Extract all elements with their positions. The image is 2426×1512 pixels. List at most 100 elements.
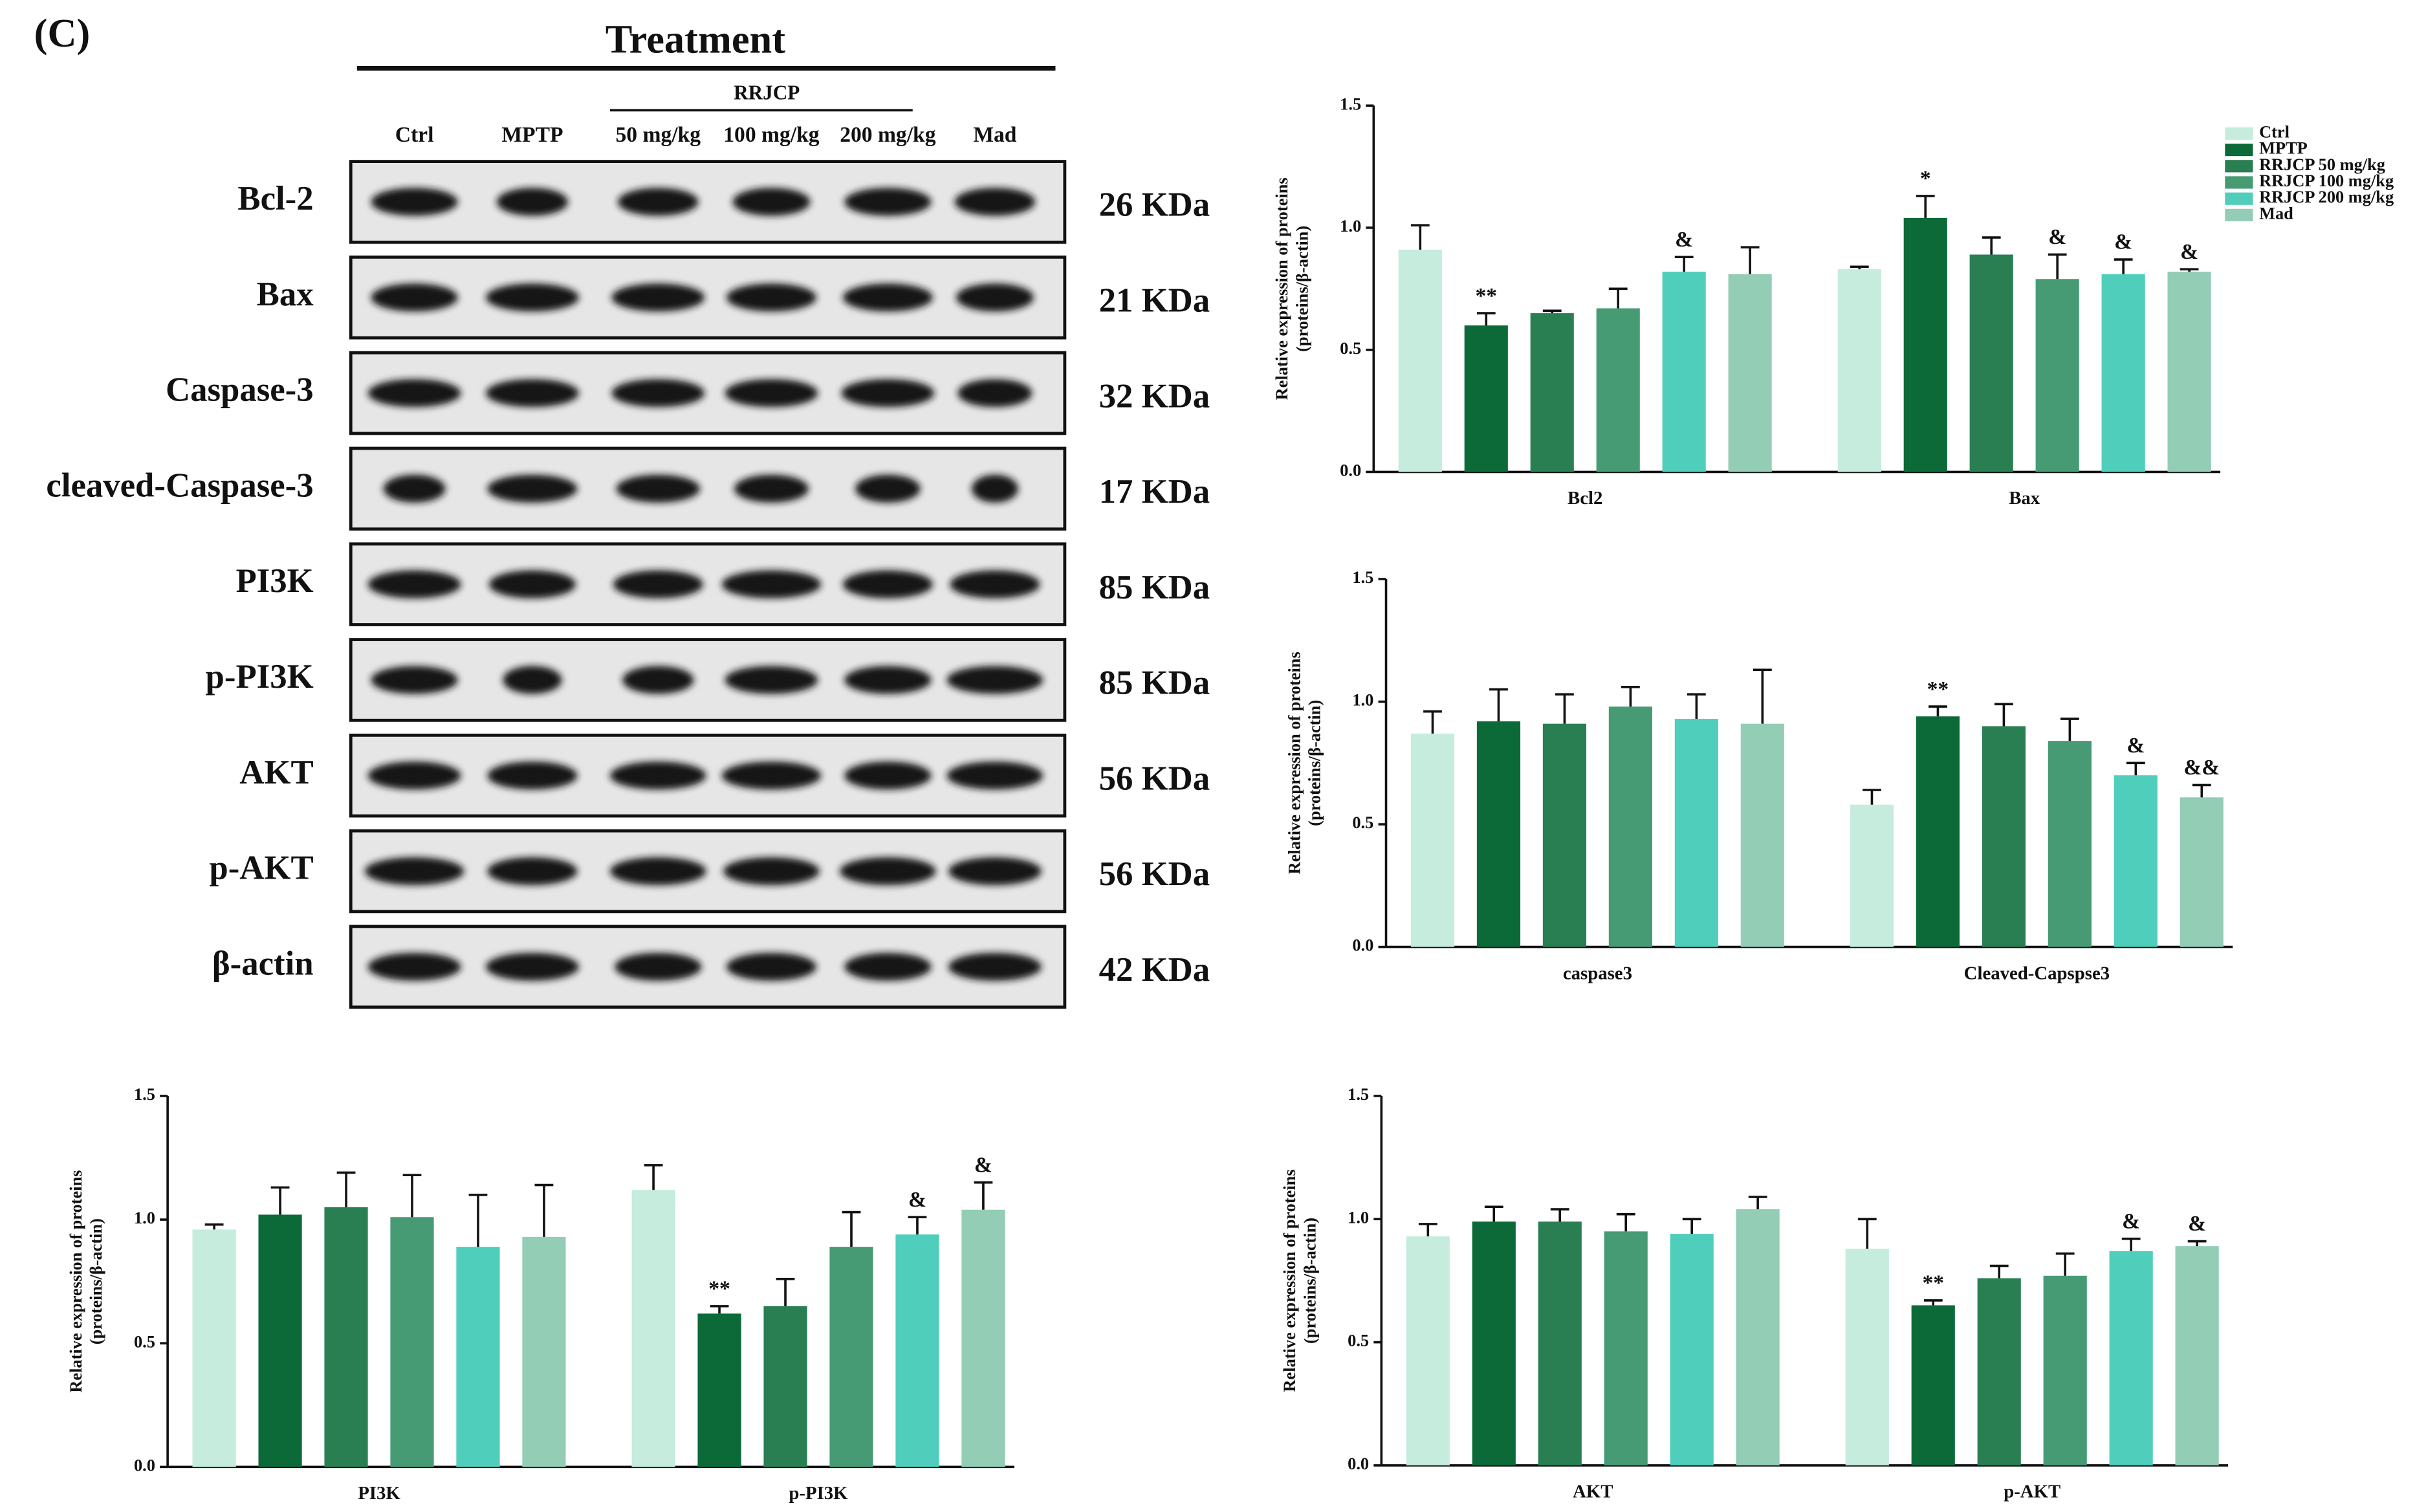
band (971, 474, 1018, 503)
band (371, 666, 458, 694)
band (485, 283, 579, 312)
y-tick-label: 0.0 (1348, 1454, 1369, 1473)
band (842, 283, 933, 312)
significance-label: ** (1922, 1271, 1944, 1295)
band (844, 188, 932, 216)
bar (1736, 1209, 1780, 1465)
x-tick-label: PI3K (358, 1483, 400, 1504)
bar (1406, 1236, 1450, 1465)
y-tick-label: 1.0 (134, 1208, 155, 1227)
error-bar (2114, 258, 2133, 274)
legend-swatch (2225, 192, 2253, 205)
error-bar (842, 1211, 861, 1247)
x-tick-label: p-PI3K (789, 1483, 848, 1504)
bar (2114, 775, 2158, 947)
x-tick-label: AKT (1573, 1482, 1613, 1502)
error-bar (2048, 253, 2067, 279)
bar (1530, 313, 1574, 472)
band (946, 666, 1044, 694)
y-tick-label: 0.0 (1340, 461, 1361, 480)
bar (1740, 723, 1784, 947)
legend-swatch (2225, 127, 2253, 140)
bar (1845, 1248, 1889, 1465)
bar (1410, 733, 1455, 947)
y-axis-label: Relative expression of proteins (1280, 1169, 1299, 1392)
x-tick-label: Bax (2009, 488, 2040, 509)
error-bar (1542, 309, 1562, 314)
y-tick-label: 0.0 (134, 1455, 155, 1474)
blot-header: Treatment (606, 17, 786, 62)
bar (697, 1313, 741, 1467)
band (496, 188, 569, 216)
y-tick-label: 1.5 (1352, 567, 1373, 587)
row-name: Bax (257, 276, 314, 313)
blot-frame (349, 829, 1067, 914)
bar (763, 1306, 807, 1467)
band (732, 188, 811, 216)
bar (1982, 726, 2026, 947)
bar (1542, 723, 1587, 947)
band (487, 474, 578, 503)
row-name: β-actin (212, 945, 314, 982)
band (615, 952, 702, 981)
bar (456, 1247, 500, 1467)
blot-frame (349, 255, 1067, 340)
legend-label: Mad (2259, 203, 2293, 223)
error-bar (2192, 783, 2211, 798)
error-bar (2121, 1237, 2141, 1251)
band (609, 761, 706, 790)
band (367, 378, 461, 408)
bar (895, 1234, 939, 1467)
error-bar (1616, 1212, 1635, 1232)
bar (1596, 308, 1640, 472)
blot-frame (349, 446, 1067, 531)
band (367, 761, 461, 790)
error-bar (1989, 1264, 2009, 1278)
error-bar (1748, 1196, 1767, 1210)
error-bar (2180, 268, 2199, 272)
x-tick-label: Bcl2 (1568, 488, 1602, 509)
band (726, 283, 816, 312)
band (721, 761, 822, 790)
significance-label: & (2122, 1209, 2140, 1233)
error-bar (1682, 1218, 1701, 1234)
error-bar (908, 1216, 927, 1235)
error-bar (336, 1171, 356, 1207)
bar (1538, 1222, 1582, 1465)
legend-label: RRJCP 200 mg/kg (2259, 187, 2394, 206)
y-tick-label: 1.0 (1340, 216, 1361, 236)
bar (1604, 1231, 1648, 1465)
error-bar (2055, 1252, 2075, 1276)
y-tick-label: 1.0 (1348, 1207, 1369, 1227)
band (950, 570, 1040, 598)
row-name: p-AKT (209, 849, 313, 887)
significance-label: && (2183, 756, 2220, 780)
error-bar (1555, 693, 1574, 724)
band (723, 857, 820, 886)
error-bar (2060, 718, 2079, 741)
error-bar (776, 1278, 795, 1306)
error-bar (2187, 1240, 2207, 1247)
bar (2035, 279, 2079, 472)
bar (1662, 271, 1706, 472)
legend-label: Ctrl (2259, 122, 2289, 141)
bar (2167, 271, 2211, 472)
lane-label: 200 mg/kg (840, 123, 936, 147)
band (487, 857, 578, 886)
legend-label: MPTP (2259, 138, 2308, 158)
row-size: 32 KDa (1099, 377, 1210, 415)
error-bar (644, 1164, 663, 1190)
band (503, 666, 562, 694)
significance-label: ** (708, 1277, 730, 1301)
error-bar (1753, 668, 1772, 724)
bar (1476, 721, 1521, 947)
bar (1398, 249, 1442, 472)
error-bar (1550, 1208, 1569, 1222)
bar (1911, 1305, 1955, 1465)
legend-swatch (2225, 144, 2253, 157)
legend-swatch (2225, 160, 2253, 173)
bar (829, 1247, 873, 1467)
x-tick-label: Cleaved-Capspse3 (1964, 963, 2110, 983)
